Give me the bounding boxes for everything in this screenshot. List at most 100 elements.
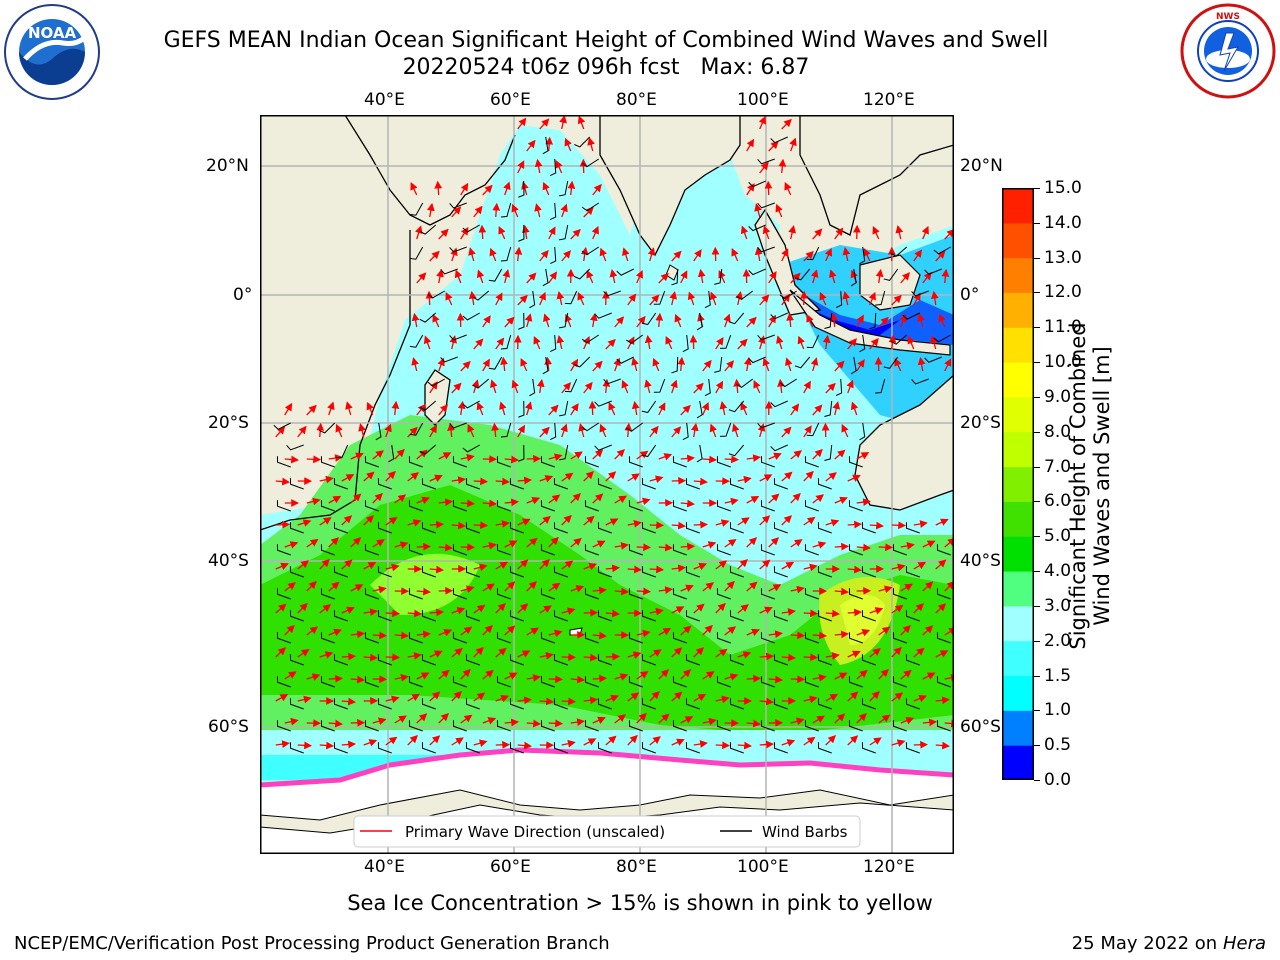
wave-arrow: [570, 492, 581, 504]
wave-arrow: [917, 356, 926, 372]
wave-arrow: [869, 648, 881, 658]
wind-barb: [824, 400, 833, 417]
wind-barb: [594, 312, 612, 319]
wave-arrow: [570, 537, 582, 548]
wave-arrow: [517, 160, 525, 174]
wind-barb: [850, 268, 857, 287]
wave-arrow: [797, 335, 805, 350]
wave-arrow: [693, 603, 705, 614]
wave-arrow: [297, 560, 310, 570]
wind-barb: [672, 632, 687, 644]
wave-arrow: [715, 519, 730, 527]
machine-name: Hera: [1222, 933, 1266, 954]
wind-barb: [748, 268, 766, 276]
wind-barb: [377, 742, 392, 754]
wave-arrow: [570, 228, 581, 240]
wave-arrow: [856, 359, 865, 372]
wind-barb: [496, 632, 511, 644]
wave-arrow: [790, 492, 801, 504]
wave-arrow: [702, 582, 714, 592]
arabian-sea: [470, 195, 610, 285]
wave-arrow: [731, 423, 740, 438]
wave-arrow: [341, 515, 353, 526]
wave-arrow: [482, 358, 490, 372]
wave-arrow: [812, 674, 827, 682]
wave-arrow: [514, 246, 523, 262]
wave-arrow: [548, 453, 563, 461]
wave-arrow: [834, 496, 848, 505]
wave-arrow: [834, 227, 844, 240]
wave-arrow: [592, 631, 607, 640]
wind-barb: [850, 356, 857, 375]
wave-arrow: [567, 180, 576, 196]
wind-barb: [628, 544, 643, 556]
wave-arrow: [671, 250, 682, 262]
wave-arrow: [570, 358, 579, 372]
wind-barb: [375, 422, 382, 441]
wave-arrow: [427, 202, 435, 218]
wave-arrow: [762, 357, 770, 372]
wind-barb: [757, 422, 775, 429]
wind-barb: [641, 312, 657, 326]
wave-arrow: [715, 602, 726, 614]
wind-barb: [773, 742, 788, 754]
wave-arrow: [781, 561, 795, 570]
map-canvas: Primary Wave Direction (unscaled) Wind B…: [259, 114, 959, 855]
wave-arrow: [825, 693, 839, 702]
wind-barb: [540, 720, 555, 732]
wave-arrow: [451, 647, 463, 658]
wave-arrow: [671, 647, 683, 658]
wind-barb: [500, 202, 512, 218]
wave-arrow: [812, 631, 827, 640]
wave-arrow: [517, 518, 531, 526]
wave-arrow: [407, 735, 418, 746]
wind-barb: [559, 444, 569, 461]
wave-arrow: [306, 626, 319, 636]
wave-arrow: [803, 563, 818, 572]
colorbar-tick-label: 13.0: [1044, 247, 1082, 268]
wave-arrow: [614, 316, 625, 328]
wind-barb: [685, 610, 700, 622]
wind-barb: [672, 544, 687, 556]
lat-label-left-20s: 20°S: [208, 413, 249, 433]
wind-barb: [421, 610, 436, 622]
wind-barb: [729, 610, 744, 622]
noaa-logo-text: NOAA: [28, 24, 77, 42]
wave-arrow: [473, 205, 483, 218]
wave-arrow: [284, 455, 299, 464]
wind-barb: [408, 456, 423, 468]
wind-barb: [581, 422, 599, 432]
wave-arrow: [759, 697, 774, 706]
wave-arrow: [812, 715, 825, 724]
colorbar-swatch: [1002, 362, 1034, 398]
wave-arrow: [534, 158, 543, 174]
wave-arrow: [394, 541, 409, 549]
wave-arrow: [759, 652, 774, 661]
wave-arrow: [407, 652, 422, 660]
wave-arrow: [394, 715, 407, 724]
wave-arrow: [548, 404, 559, 416]
wave-arrow: [935, 559, 947, 570]
wave-arrow: [842, 246, 851, 262]
forecast-time: 20220524 t06z 096h fcst: [402, 55, 680, 80]
wave-arrow: [385, 470, 396, 482]
wind-barb: [794, 356, 811, 369]
wave-arrow: [759, 740, 774, 749]
wave-arrow: [627, 651, 642, 659]
wave-arrow: [592, 360, 603, 372]
wave-arrow: [917, 313, 925, 328]
wind-barb: [902, 312, 920, 320]
wave-arrow: [451, 382, 462, 394]
wave-arrow: [819, 291, 827, 306]
wave-arrow: [754, 203, 762, 218]
wind-barb: [333, 478, 348, 490]
wave-arrow: [746, 674, 762, 683]
colorbar-swatch: [1002, 640, 1034, 677]
wave-arrow: [297, 519, 312, 527]
wind-barb: [773, 522, 788, 534]
wave-arrow: [930, 290, 939, 306]
wave-arrow: [407, 519, 422, 527]
wave-arrow: [504, 498, 519, 507]
wave-arrow: [429, 650, 443, 658]
wave-arrow: [803, 470, 814, 482]
